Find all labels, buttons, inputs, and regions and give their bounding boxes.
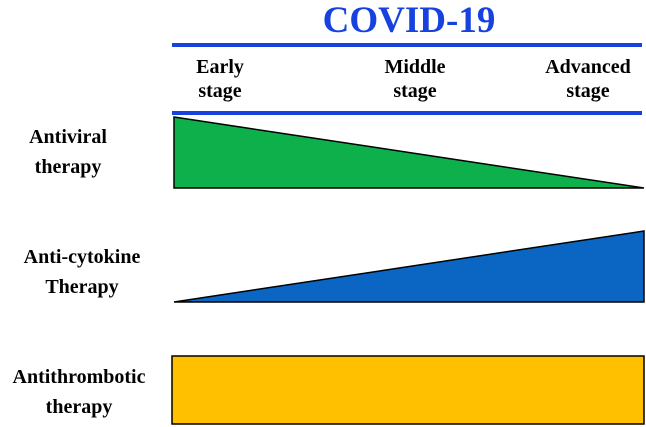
therapy-label-anticytokine: Anti-cytokine Therapy bbox=[0, 242, 164, 302]
stage-middle-line1: Middle bbox=[384, 56, 446, 78]
anticytokine-wedge bbox=[173, 230, 645, 303]
antithrombotic-line1: Antithrombotic bbox=[12, 366, 146, 388]
diagram-title: COVID-19 bbox=[322, 0, 496, 41]
anticytokine-line1: Anti-cytokine bbox=[23, 246, 141, 268]
antithrombotic-line2: therapy bbox=[45, 396, 113, 418]
antiviral-wedge bbox=[173, 116, 645, 189]
stage-advanced-line1: Advanced bbox=[545, 56, 631, 78]
anticytokine-line2: Therapy bbox=[45, 276, 119, 298]
stage-label-advanced: Advanced stage bbox=[530, 55, 646, 103]
antiviral-line1: Antiviral bbox=[29, 126, 107, 148]
therapy-label-antiviral: Antiviral therapy bbox=[0, 122, 136, 182]
stage-middle-line2: stage bbox=[393, 80, 437, 102]
stage-label-middle: Middle stage bbox=[370, 55, 460, 103]
antiviral-line2: therapy bbox=[34, 156, 102, 178]
stage-early-line1: Early bbox=[196, 56, 244, 78]
stage-early-line2: stage bbox=[198, 80, 242, 102]
stage-advanced-line2: stage bbox=[566, 80, 610, 102]
therapy-label-antithrombotic: Antithrombotic therapy bbox=[0, 362, 158, 422]
stage-label-early: Early stage bbox=[180, 55, 260, 103]
antithrombotic-bar bbox=[171, 355, 645, 425]
